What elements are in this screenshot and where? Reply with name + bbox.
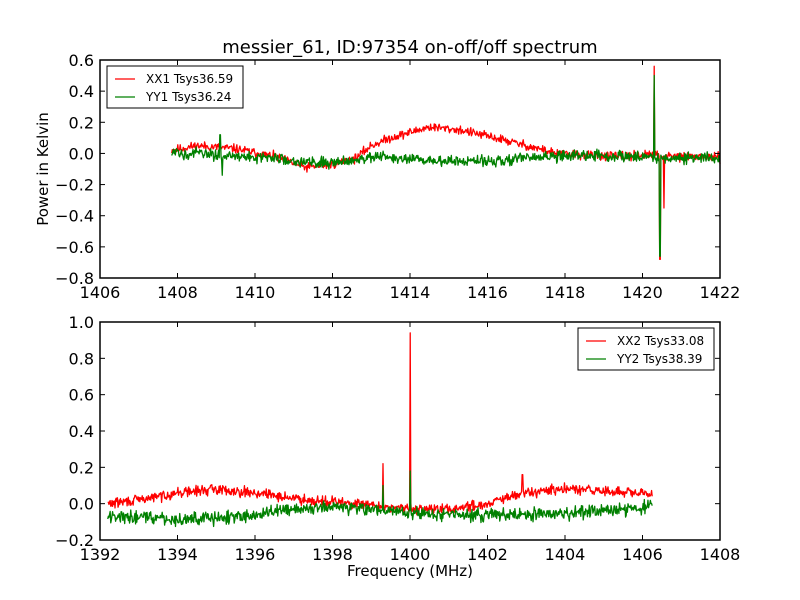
y-axis-label: Power in Kelvin [34,112,52,226]
legend: XX2 Tsys33.08 YY2 Tsys38.39 [577,327,715,371]
y-tick-label: 0.4 [69,422,94,441]
legend-entry-label: XX2 Tsys33.08 [617,334,704,348]
x-tick-label: 1422 [700,283,741,302]
x-tick-label: 1402 [467,545,508,564]
y-tick-label: −0.2 [55,531,94,550]
x-tick-label: 1408 [157,283,198,302]
y-tick-label: 0.6 [69,386,94,405]
x-tick-label: 1406 [622,545,663,564]
y-tick-label: 0.2 [69,458,94,477]
x-tick-label: 1392 [80,545,121,564]
legend-box [577,327,715,371]
x-tick-label: 1412 [312,283,353,302]
x-tick-label: 1414 [390,283,431,302]
y-tick-label: −0.4 [55,207,94,226]
y-tick-label: −0.2 [55,176,94,195]
y-tick-label: 0.6 [69,51,94,70]
x-tick-label: 1416 [467,283,508,302]
x-tick-label: 1420 [622,283,663,302]
x-tick-label: 1404 [545,545,586,564]
y-tick-label: 0.8 [69,349,94,368]
x-tick-label: 1394 [157,545,198,564]
chart-title: messier_61, ID:97354 on-off/off spectrum [222,37,597,58]
x-axis-label: Frequency (MHz) [347,562,473,580]
legend: XX1 Tsys36.59 YY1 Tsys36.24 [106,65,244,109]
legend-entry-label: YY2 Tsys38.39 [616,352,702,366]
y-tick-label: 0.0 [69,495,94,514]
x-tick-label: 1396 [235,545,276,564]
x-tick-label: 1400 [390,545,431,564]
x-tick-label: 1408 [700,545,741,564]
legend-entry-label: YY1 Tsys36.24 [145,90,231,104]
y-tick-label: 1.0 [69,313,94,332]
series-line-xx2 [107,332,653,516]
y-tick-label: −0.8 [55,269,94,288]
x-tick-label: 1410 [235,283,276,302]
series-line-yy1 [171,74,721,257]
legend-entry-label: XX1 Tsys36.59 [146,72,233,86]
bottom-panel: 1392 1394 1396 1398 1400 1402 1404 1406 1408 1.0 0… [55,313,740,564]
y-tick-label: 0.2 [69,113,94,132]
top-panel: 1406 1408 1410 1412 1414 1416 1418 1420 1422 0.6 0… [55,51,740,302]
x-tick-label: 1406 [80,283,121,302]
series-line-yy2 [107,470,653,528]
y-tick-label: 0.0 [69,144,94,163]
x-tick-label: 1398 [312,545,353,564]
x-tick-label: 1418 [545,283,586,302]
y-tick-label: 0.4 [69,82,94,101]
y-tick-label: −0.6 [55,238,94,257]
legend-box [106,65,244,109]
